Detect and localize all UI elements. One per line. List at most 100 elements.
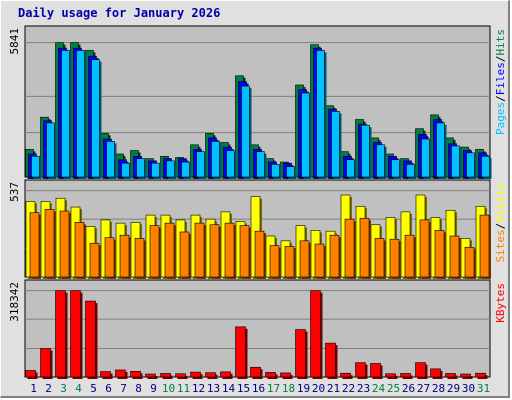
bar-pages-day-19	[301, 92, 310, 178]
bar-pages-day-29	[451, 145, 460, 178]
bar-pages-day-1	[31, 155, 40, 178]
bar-sites-day-3	[59, 210, 70, 278]
bar-kbytes-day-26	[400, 373, 411, 378]
bar-kbytes-day-30	[460, 373, 471, 378]
bar-kbytes-day-9	[145, 373, 156, 378]
bar-kbytes-day-4	[70, 290, 81, 378]
legend-separator: /	[494, 95, 507, 102]
bar-kbytes-day-23	[355, 362, 366, 378]
x-tick-label-day-1: 1	[30, 382, 37, 395]
x-tick-label-day-9: 9	[150, 382, 157, 395]
bar-kbytes-day-8	[130, 371, 141, 378]
bar-sites-day-9	[149, 225, 160, 278]
bar-sites-day-21	[329, 234, 340, 278]
bar-sites-day-18	[284, 246, 295, 278]
bar-pages-day-15	[241, 85, 250, 178]
bar-kbytes-day-14	[220, 371, 231, 378]
bar-pages-day-25	[391, 159, 400, 178]
x-tick-label-day-2: 2	[45, 382, 52, 395]
x-tick-label-day-18: 18	[282, 382, 295, 395]
x-tick-label-day-17: 17	[267, 382, 280, 395]
bar-kbytes-day-24	[370, 363, 381, 378]
bar-pages-day-4	[76, 50, 85, 178]
bar-sites-day-14	[224, 222, 235, 278]
bar-sites-day-6	[104, 237, 115, 278]
x-tick-label-day-11: 11	[177, 382, 190, 395]
x-tick-label-day-19: 19	[297, 382, 310, 395]
bar-sites-day-2	[44, 209, 55, 278]
bar-pages-day-12	[196, 151, 205, 178]
bar-kbytes-day-11-shadow	[177, 375, 188, 379]
bar-pages-day-28	[436, 122, 445, 178]
bar-kbytes-day-10	[160, 373, 171, 378]
bar-kbytes-day-12	[190, 371, 201, 378]
bar-sites-day-30	[464, 246, 475, 278]
legend-visits: Visits	[494, 183, 507, 223]
legend-sites: Sites	[494, 229, 507, 262]
bar-kbytes-day-18	[280, 372, 291, 378]
bar-pages-day-20	[316, 50, 325, 178]
legend-visits-sites: Sites/Visits	[494, 183, 507, 263]
bar-pages-day-17	[271, 164, 280, 178]
x-tick-label-day-5: 5	[90, 382, 97, 395]
bar-sites-day-16	[254, 230, 265, 278]
x-tick-label-day-21: 21	[327, 382, 340, 395]
bar-kbytes-day-3	[55, 290, 66, 378]
bar-pages-day-31	[481, 155, 490, 178]
bar-sites-day-25	[389, 238, 400, 278]
bar-sites-day-31	[479, 214, 490, 278]
bar-pages-day-14	[226, 150, 235, 178]
bar-kbytes-day-19	[295, 329, 306, 378]
legend-files: Files	[494, 62, 507, 95]
bar-kbytes-day-22	[340, 372, 351, 378]
legend-hits: Hits	[494, 29, 507, 56]
bar-kbytes-day-17	[265, 372, 276, 378]
bar-sites-day-27	[419, 219, 430, 278]
bar-kbytes-day-28	[430, 368, 441, 378]
x-tick-label-day-12: 12	[192, 382, 205, 395]
bar-pages-day-18	[286, 166, 295, 178]
bar-kbytes-day-29	[445, 373, 456, 378]
bar-pages-day-23	[361, 124, 370, 178]
bar-pages-day-2	[46, 122, 55, 178]
x-tick-label-day-20: 20	[312, 382, 325, 395]
bar-sites-day-13	[209, 224, 220, 278]
x-tick-label-day-26: 26	[402, 382, 415, 395]
legend-hits-files-pages: Pages/Files/Hits	[494, 29, 507, 135]
bar-pages-day-22	[346, 159, 355, 178]
x-tick-label-day-6: 6	[105, 382, 112, 395]
bar-kbytes-day-11	[175, 373, 186, 378]
bar-sites-day-12	[194, 222, 205, 278]
chart-title: Daily usage for January 2026	[18, 6, 221, 20]
y-max-label: 537	[8, 182, 21, 202]
bar-pages-day-26	[406, 164, 415, 178]
x-tick-label-day-31: 31	[477, 382, 490, 395]
bar-sites-day-22	[344, 218, 355, 278]
bar-kbytes-day-7	[115, 369, 126, 378]
bar-pages-day-8	[136, 158, 145, 178]
x-tick-label-day-3: 3	[60, 382, 67, 395]
bar-sites-day-15	[239, 225, 250, 278]
bar-kbytes-day-9-shadow	[147, 376, 158, 379]
bar-kbytes-day-1	[25, 370, 36, 378]
bar-kbytes-day-5	[85, 300, 96, 378]
bar-sites-day-17	[269, 245, 280, 278]
bar-pages-day-13	[211, 141, 220, 178]
bar-sites-day-19	[299, 240, 310, 278]
x-tick-label-day-25: 25	[387, 382, 400, 395]
bar-sites-day-8	[134, 238, 145, 278]
x-tick-label-day-16: 16	[252, 382, 265, 395]
bar-pages-day-3	[61, 50, 70, 178]
bar-kbytes-day-20	[310, 290, 321, 378]
bar-sites-day-29	[449, 235, 460, 278]
x-tick-label-day-23: 23	[357, 382, 370, 395]
bar-sites-day-23	[359, 218, 370, 278]
bar-sites-day-11	[179, 231, 190, 278]
legend-kbytes: KBytes	[494, 283, 507, 323]
bar-pages-day-30	[466, 152, 475, 178]
bar-kbytes-day-25-shadow	[387, 375, 398, 379]
y-max-label: 318342	[8, 282, 21, 322]
legend-separator: /	[494, 56, 507, 63]
bar-kbytes-day-27	[415, 362, 426, 378]
